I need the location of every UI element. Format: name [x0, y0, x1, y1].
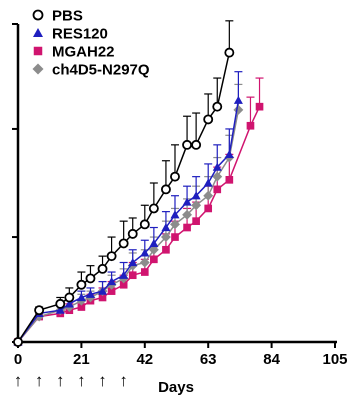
data-point	[118, 238, 129, 249]
data-point	[203, 114, 214, 125]
data-point	[224, 47, 235, 58]
data-point	[191, 191, 201, 200]
legend-marker	[32, 63, 44, 75]
data-point	[161, 223, 171, 232]
data-point	[106, 251, 117, 262]
data-point	[225, 175, 234, 184]
data-point	[233, 104, 244, 115]
data-point	[34, 305, 45, 316]
dosing-arrow: ↑	[14, 371, 23, 390]
legend-label: MGAH22	[52, 44, 115, 61]
data-point	[246, 121, 255, 130]
data-point	[224, 149, 234, 158]
data-point	[212, 171, 223, 182]
dosing-arrows: ↑ ↑ ↑ ↑ ↑ ↑	[14, 371, 128, 390]
data-point	[255, 102, 264, 111]
legend-item: MGAH22	[33, 44, 115, 61]
data-point	[160, 232, 171, 243]
data-point	[148, 244, 159, 255]
data-point	[98, 293, 107, 302]
data-point	[128, 271, 137, 280]
data-point	[170, 171, 180, 182]
data-point	[64, 299, 74, 308]
data-point	[140, 248, 150, 257]
legend-label: ch4D5-N297Q	[52, 62, 150, 79]
data-point	[119, 270, 129, 279]
axes: 0 21 42 63 84 105 ↑ ↑ ↑ ↑ ↑ ↑	[12, 23, 348, 390]
x-axis-title: Days	[158, 379, 194, 396]
data-point	[171, 233, 179, 241]
legend-label: RES120	[52, 26, 108, 43]
data-point	[77, 303, 86, 311]
legend-item: RES120	[33, 26, 108, 43]
data-point	[170, 210, 180, 219]
data-point	[191, 200, 202, 211]
data-point	[162, 245, 170, 254]
data-point	[182, 197, 192, 206]
series-layer	[13, 20, 264, 347]
data-point	[139, 219, 150, 230]
data-point	[183, 223, 191, 232]
data-point	[212, 101, 223, 112]
x-tick-label: 21	[73, 351, 90, 368]
data-point	[97, 263, 108, 274]
data-point	[107, 287, 116, 295]
dosing-arrow: ↑	[77, 371, 86, 390]
dosing-arrow: ↑	[35, 371, 44, 390]
series-pbs	[13, 20, 235, 347]
data-point	[204, 204, 213, 213]
data-point	[128, 258, 138, 267]
series-line	[17, 106, 261, 343]
legend-label: PBS	[52, 8, 83, 25]
data-point	[85, 273, 96, 284]
data-point	[140, 268, 149, 276]
legend-marker	[33, 46, 43, 56]
legend-marker	[32, 9, 44, 21]
data-point	[191, 139, 202, 150]
data-point	[119, 280, 128, 289]
data-point	[212, 162, 222, 171]
data-point	[233, 95, 243, 104]
data-point	[150, 255, 158, 264]
dosing-arrow: ↑	[56, 371, 65, 390]
data-point	[203, 190, 214, 201]
data-point	[160, 184, 171, 195]
data-point	[192, 217, 200, 225]
data-point	[107, 277, 117, 286]
dosing-arrow: ↑	[98, 371, 107, 390]
data-point	[139, 257, 150, 268]
data-point	[148, 203, 159, 214]
data-point	[182, 139, 193, 150]
data-point	[64, 292, 75, 303]
data-point	[127, 228, 138, 239]
series-res120	[13, 71, 243, 346]
legend-marker	[33, 28, 43, 37]
x-tick-label: 42	[136, 351, 153, 368]
x-tick-label: 0	[14, 351, 22, 368]
data-point	[213, 185, 222, 194]
legend-item: PBS	[32, 8, 83, 25]
x-tick-label: 84	[263, 351, 280, 368]
data-point	[182, 209, 193, 220]
x-tick-label: 105	[322, 351, 347, 368]
data-point	[170, 219, 180, 230]
x-tick-label: 63	[200, 351, 217, 368]
data-point	[149, 238, 159, 248]
data-point	[76, 292, 86, 302]
series-line	[17, 100, 240, 343]
data-point	[98, 286, 108, 295]
data-point	[203, 178, 213, 187]
data-point	[85, 289, 95, 298]
legend-item: ch4D5-N297Q	[32, 62, 150, 79]
data-point	[13, 337, 23, 347]
dosing-arrow: ↑	[119, 371, 128, 390]
data-point	[76, 279, 87, 290]
data-point	[55, 305, 65, 314]
data-point	[55, 298, 66, 309]
